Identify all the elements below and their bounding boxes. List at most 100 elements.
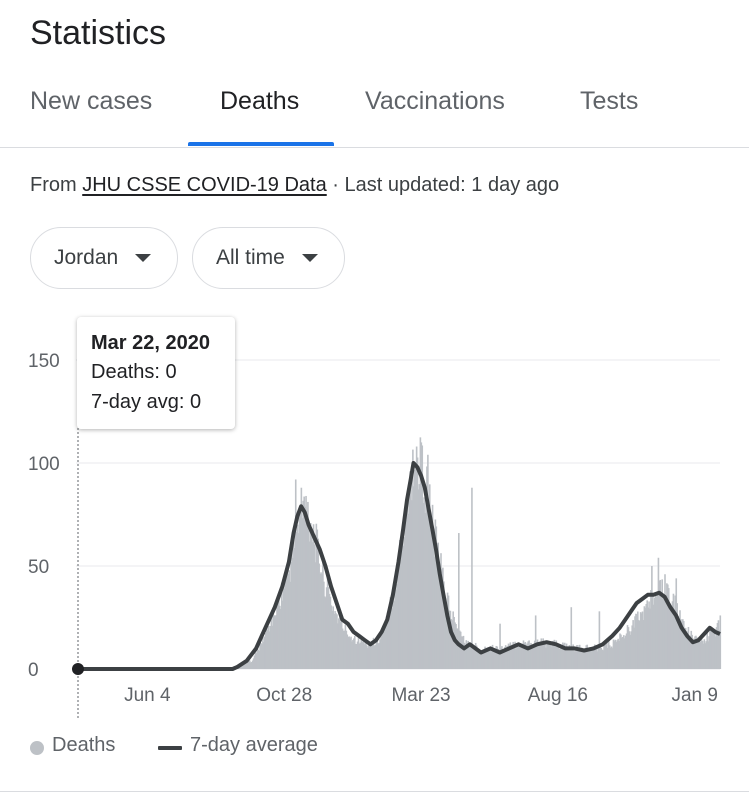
death-bar	[578, 644, 581, 669]
tab-deaths[interactable]: Deaths	[220, 87, 300, 115]
death-bar	[597, 646, 600, 669]
x-tick-label: Mar 23	[391, 685, 450, 706]
death-bar	[377, 643, 380, 669]
death-bar	[408, 482, 410, 669]
death-bar	[461, 636, 464, 669]
death-bar	[415, 446, 418, 669]
death-bar	[656, 593, 659, 669]
death-bar	[653, 597, 656, 669]
death-bar	[679, 610, 681, 669]
death-bar	[353, 635, 356, 669]
death-bar	[570, 607, 573, 669]
death-bar	[427, 454, 429, 669]
death-bar	[447, 595, 450, 669]
death-bar	[682, 621, 685, 669]
tooltip-avg: 7-day avg: 0	[91, 391, 202, 413]
death-bar	[523, 642, 526, 669]
death-bar	[516, 643, 518, 669]
death-bar	[390, 596, 393, 669]
location-dropdown-label: Jordan	[54, 246, 119, 269]
death-bar	[528, 640, 530, 669]
death-bar	[253, 655, 256, 669]
death-bar	[610, 646, 613, 669]
legend-average-label: 7-day average	[190, 734, 318, 756]
death-bar	[687, 626, 690, 669]
last-updated: · Last updated: 1 day ago	[326, 174, 560, 196]
death-bar	[696, 637, 698, 669]
death-bar	[414, 466, 417, 669]
death-bar	[647, 607, 649, 669]
death-bar	[260, 643, 262, 669]
death-bar	[643, 606, 646, 669]
death-bar	[715, 627, 718, 669]
death-bar	[482, 651, 484, 669]
death-bar	[458, 533, 460, 669]
death-bar	[410, 474, 412, 669]
death-bar	[444, 598, 447, 669]
dropdown-arrow-icon	[302, 254, 318, 262]
range-dropdown[interactable]: All time	[192, 227, 345, 289]
death-bar	[257, 649, 260, 669]
death-bar	[358, 643, 361, 669]
death-bar	[249, 662, 252, 669]
death-bar	[437, 542, 439, 669]
death-bar	[344, 624, 347, 669]
death-bar	[387, 617, 390, 669]
death-bar	[293, 534, 295, 669]
death-bar	[365, 641, 367, 669]
death-bar	[314, 562, 317, 669]
death-bar	[541, 643, 544, 669]
death-bar	[684, 627, 687, 669]
death-bar	[327, 587, 330, 669]
death-bar	[690, 630, 693, 669]
location-dropdown[interactable]: Jordan	[30, 227, 178, 289]
death-bar	[326, 577, 329, 669]
death-bar	[574, 647, 576, 669]
tab-vaccinations[interactable]: Vaccinations	[365, 87, 505, 115]
death-bar	[339, 621, 342, 669]
death-bar	[713, 630, 716, 669]
death-bar	[488, 650, 490, 669]
death-bar	[564, 646, 567, 669]
tab-new-cases[interactable]: New cases	[30, 87, 153, 115]
deaths-chart[interactable]: 0 50 100 150 Jun 4 Oct 28 Mar 23 Aug 16 Jan 9	[0, 300, 749, 730]
death-bar	[563, 642, 566, 669]
death-bar	[296, 524, 299, 669]
death-bar	[666, 583, 668, 669]
death-bar	[436, 543, 439, 669]
death-bar	[693, 639, 695, 669]
death-bar	[464, 644, 467, 669]
death-bar	[291, 544, 293, 669]
tab-bar: New cases Deaths Vaccinations Tests	[0, 70, 749, 148]
death-bar	[542, 638, 544, 669]
death-bar	[305, 495, 307, 669]
death-bar	[599, 646, 602, 669]
death-bar	[308, 541, 311, 669]
death-bar	[473, 647, 475, 669]
death-bar	[558, 648, 560, 669]
death-bar	[341, 628, 344, 669]
death-bar	[476, 648, 479, 669]
death-bar	[455, 624, 457, 669]
x-tick-label: Jan 9	[671, 685, 717, 706]
death-bar	[640, 613, 643, 669]
death-bar	[413, 470, 416, 669]
death-bar	[394, 584, 396, 669]
death-bar	[658, 580, 661, 669]
death-bar	[711, 631, 713, 669]
source-link[interactable]: JHU CSSE COVID-19 Data	[82, 174, 327, 196]
death-bar	[622, 636, 624, 669]
death-bar	[617, 638, 619, 669]
death-bar	[318, 563, 320, 669]
death-bar	[562, 642, 564, 669]
death-bar	[392, 586, 395, 669]
death-bar	[450, 619, 453, 669]
tab-tests[interactable]: Tests	[580, 87, 639, 115]
death-bar	[465, 640, 468, 669]
death-bar	[256, 648, 259, 669]
death-bar	[313, 544, 316, 669]
death-bar	[252, 658, 255, 669]
death-bar	[345, 630, 348, 669]
death-bar	[628, 631, 631, 669]
death-bar	[645, 603, 648, 669]
